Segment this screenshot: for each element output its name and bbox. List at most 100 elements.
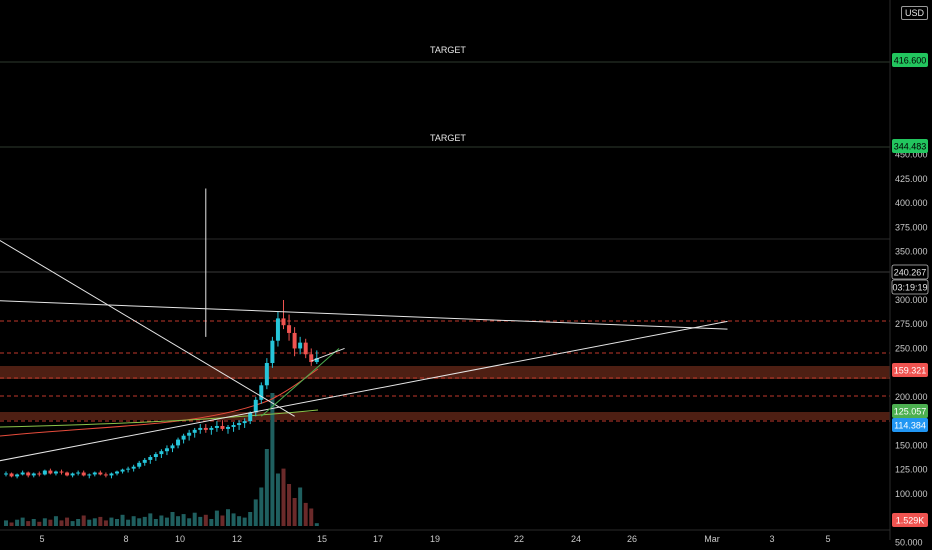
label-bg bbox=[892, 418, 928, 432]
volume-bar bbox=[237, 516, 242, 526]
candle-body bbox=[198, 427, 203, 430]
label-bg bbox=[892, 404, 928, 418]
volume-bar bbox=[192, 512, 197, 526]
volume-bar bbox=[92, 518, 97, 526]
candle-body bbox=[70, 473, 75, 476]
candle-body bbox=[220, 425, 225, 429]
label-bg bbox=[892, 513, 928, 527]
volume-bars bbox=[4, 393, 319, 526]
time-tick: 15 bbox=[317, 534, 327, 544]
label-bg bbox=[891, 279, 929, 295]
volume-bar bbox=[181, 514, 186, 526]
candle-body bbox=[281, 318, 286, 326]
candle-body bbox=[65, 472, 70, 476]
price-tick: 50.000 bbox=[895, 537, 923, 547]
candles bbox=[4, 300, 319, 479]
support-zones bbox=[0, 366, 890, 420]
volume-bar bbox=[253, 499, 258, 526]
candle-body bbox=[231, 425, 236, 427]
candle-body bbox=[170, 445, 175, 449]
resistance-zone bbox=[0, 366, 890, 379]
time-tick: 5 bbox=[39, 534, 44, 544]
candle-body bbox=[292, 332, 297, 349]
label-text: 159.321 bbox=[894, 366, 927, 376]
currency-button[interactable]: USD bbox=[900, 6, 928, 20]
volume-bar bbox=[137, 518, 142, 526]
support-zone bbox=[0, 412, 890, 420]
candle-body bbox=[20, 472, 25, 475]
ma-slow-line bbox=[0, 409, 319, 428]
label-text: 1.529K bbox=[896, 516, 925, 526]
target-lower-label: 344.483 bbox=[892, 139, 928, 153]
price-tick: 300.000 bbox=[895, 295, 928, 305]
label-text: 416.600 bbox=[894, 56, 927, 66]
candle-body bbox=[53, 471, 58, 474]
candle-body bbox=[309, 354, 314, 363]
candle-body bbox=[4, 473, 8, 475]
price-labels: 416.600 344.483 240.267 03:19:19 159.321 125.… bbox=[891, 53, 929, 527]
volume-bar bbox=[187, 518, 192, 526]
time-tick: Mar bbox=[704, 534, 720, 544]
label-bg bbox=[892, 53, 928, 67]
time-tick: 19 bbox=[430, 534, 440, 544]
volume-bar bbox=[115, 519, 119, 526]
volume-bar bbox=[103, 520, 108, 526]
candle-body bbox=[270, 340, 275, 363]
candle-body bbox=[253, 399, 258, 413]
volume-bar bbox=[209, 519, 214, 526]
candle-body bbox=[126, 468, 131, 470]
volume-bar bbox=[9, 522, 14, 526]
candle-body bbox=[314, 358, 319, 363]
volume-bar bbox=[15, 519, 20, 526]
volume-bar bbox=[303, 502, 308, 526]
time-tick: 12 bbox=[232, 534, 242, 544]
volume-bar bbox=[214, 510, 219, 526]
candle-body bbox=[48, 470, 53, 474]
volume-bar bbox=[120, 514, 125, 526]
long-resistance-line bbox=[0, 300, 728, 330]
candle-body bbox=[303, 342, 308, 355]
volume-bar bbox=[159, 515, 164, 526]
candle-body bbox=[259, 385, 264, 400]
volume-bar bbox=[248, 512, 253, 526]
volume-bar bbox=[270, 393, 275, 526]
label-text: 240.267 bbox=[894, 268, 927, 278]
volume-bar bbox=[70, 521, 75, 526]
volume-bar bbox=[231, 513, 236, 526]
price-tick: 150.000 bbox=[895, 440, 928, 450]
candle-body bbox=[164, 448, 169, 452]
volume-bar bbox=[314, 523, 319, 526]
candle-body bbox=[81, 472, 86, 476]
candle-body bbox=[31, 473, 36, 476]
candle-body bbox=[103, 474, 108, 476]
volume-bar bbox=[4, 520, 8, 526]
price-tick: 100.000 bbox=[895, 489, 928, 499]
moving-averages bbox=[0, 368, 319, 437]
volume-bar bbox=[264, 449, 269, 526]
candle-body bbox=[159, 451, 164, 455]
volume-label: 1.529K bbox=[892, 513, 928, 527]
time-tick: 5 bbox=[825, 534, 830, 544]
price-tick: 425.000 bbox=[895, 174, 928, 184]
label-text: 114.384 bbox=[894, 421, 926, 431]
candle-body bbox=[209, 427, 214, 430]
label-text: 125.057 bbox=[894, 407, 927, 417]
volume-bar bbox=[148, 513, 153, 526]
volume-bar bbox=[131, 516, 136, 526]
horizontal-levels bbox=[0, 61, 890, 422]
candle-body bbox=[298, 342, 303, 349]
volume-bar bbox=[164, 517, 169, 526]
time-tick: 10 bbox=[175, 534, 185, 544]
volume-bar bbox=[226, 509, 230, 526]
label-bg bbox=[892, 363, 928, 377]
price-tick: 275.000 bbox=[895, 319, 928, 329]
candle-body bbox=[120, 469, 125, 472]
candle-body bbox=[137, 462, 142, 467]
label-bg bbox=[892, 139, 928, 153]
last-price-label: 240.267 bbox=[891, 264, 929, 280]
label-text: 03:19:19 bbox=[892, 283, 927, 293]
time-axis: 5 8 10 12 15 17 19 22 24 26 Mar 3 5 bbox=[0, 529, 890, 544]
volume-bar bbox=[126, 519, 131, 526]
volume-bar bbox=[275, 473, 280, 526]
